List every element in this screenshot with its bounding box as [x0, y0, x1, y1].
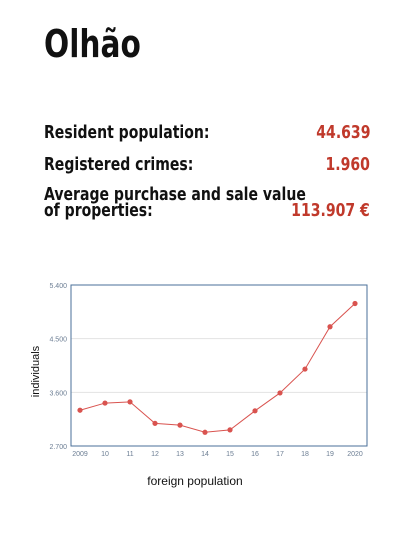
data-point: [77, 407, 83, 413]
x-tick-label: 18: [301, 451, 309, 458]
data-point: [202, 429, 208, 435]
data-point: [252, 408, 258, 414]
line-chart: 2.700 3.600 4.500 5.400 2009 10 11 12 13 14 15 16 17…: [30, 283, 368, 458]
x-tick-label: 11: [126, 451, 133, 458]
y-tick-label: 2.700: [49, 444, 67, 451]
x-tick-label: 12: [151, 451, 159, 458]
data-point: [277, 390, 283, 396]
x-tick-label: 2009: [72, 451, 88, 458]
plot-frame: [70, 284, 368, 447]
x-tick-label: 14: [201, 451, 209, 458]
x-tick-label: 2020: [347, 451, 363, 458]
foreign-population-chart: 2.700 3.600 4.500 5.400 2009 10 11 12 13 14 15 16 17…: [0, 276, 400, 506]
x-axis-title: foreign population: [147, 474, 243, 488]
data-point: [152, 420, 158, 426]
stat-label-line-2: of properties:: [44, 200, 153, 221]
x-tick-label: 15: [226, 451, 234, 458]
page-title: Olhão: [44, 22, 141, 66]
data-point: [302, 366, 308, 372]
stat-value: 1.960: [325, 154, 370, 175]
stat-label: Resident population:: [44, 122, 210, 143]
stat-value: 44.639: [315, 122, 370, 143]
data-point: [352, 300, 358, 307]
x-tick-label: 10: [101, 451, 109, 458]
stat-label-line-1: Average purchase and sale value: [44, 184, 306, 205]
y-tick-label: 5.400: [49, 283, 67, 290]
stat-value: 113.907 €: [291, 200, 370, 221]
x-tick-label: 17: [276, 451, 284, 458]
x-tick-label: 19: [326, 451, 334, 458]
stat-label: Registered crimes:: [44, 154, 194, 175]
data-point: [102, 400, 108, 406]
series-line: [79, 303, 356, 433]
y-tick-label: 4.500: [49, 337, 67, 344]
x-tick-label: 13: [176, 451, 184, 458]
y-axis-title: individuals: [30, 345, 42, 397]
x-tick-label: 16: [251, 451, 259, 458]
y-tick-label: 3.600: [49, 390, 67, 397]
data-point: [327, 324, 333, 330]
data-point: [127, 399, 133, 405]
data-point: [177, 422, 183, 428]
data-point: [227, 427, 233, 433]
